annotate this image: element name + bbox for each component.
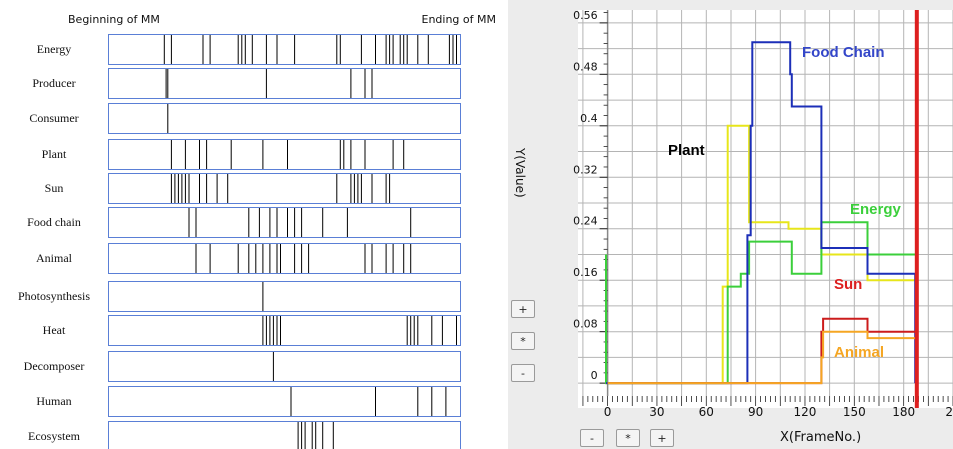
x-tick-label: 0 — [604, 405, 612, 419]
y-reset-button[interactable]: * — [511, 332, 535, 350]
row-label: Human — [36, 394, 71, 408]
row-label: Food chain — [27, 215, 81, 229]
row-track — [109, 422, 461, 449]
row-track — [109, 174, 461, 204]
x-tick-label: 30 — [649, 405, 664, 419]
y-tick-label: 0 — [591, 369, 598, 382]
x-reset-button[interactable]: * — [616, 429, 640, 447]
y-zoom-in-button[interactable]: + — [511, 300, 535, 318]
row-label: Photosynthesis — [18, 289, 90, 303]
row-track — [109, 282, 461, 312]
timeline-panel: Beginning of MM Ending of MM Energy Produce… — [0, 0, 508, 449]
x-tick-label: 180 — [892, 405, 915, 419]
series-label: Sun — [834, 276, 862, 293]
series-label: Food Chain — [802, 44, 885, 61]
header-ending: Ending of MM — [422, 13, 497, 26]
row-label: Decomposer — [24, 359, 85, 373]
row-label: Producer — [32, 76, 75, 90]
x-tick-label: 120 — [794, 405, 817, 419]
row-label: Heat — [43, 323, 66, 337]
x-axis-label: X(FrameNo.) — [780, 430, 861, 445]
y-tick-label: 0.24 — [573, 215, 598, 228]
row-label: Energy — [37, 42, 71, 56]
row-label: Animal — [36, 251, 73, 265]
header-beginning: Beginning of MM — [68, 13, 160, 26]
line-chart-panel: 0 0.08 0.16 0.24 0.32 0.4 0.48 0.56 0 30 60 90 120 15… — [508, 0, 953, 449]
y-tick-label: 0.4 — [580, 112, 598, 125]
row-label: Consumer — [29, 111, 78, 125]
y-tick-label: 0.08 — [573, 318, 598, 331]
x-tick-label: 21 — [945, 405, 953, 419]
series-label: Plant — [668, 142, 705, 159]
row-track — [109, 387, 461, 417]
x-tick-label: 90 — [748, 405, 763, 419]
series-label: Animal — [834, 344, 884, 361]
row-label: Plant — [42, 147, 67, 161]
y-tick-label: 0.16 — [573, 266, 598, 279]
y-zoom-out-button[interactable]: - — [511, 364, 535, 382]
y-axis-label: Y(Value) — [513, 148, 527, 198]
x-zoom-in-button[interactable]: + — [650, 429, 674, 447]
row-track — [109, 104, 461, 134]
y-tick-label: 0.56 — [573, 9, 598, 22]
row-track — [109, 352, 461, 382]
row-label: Sun — [45, 181, 64, 195]
x-tick-label: 60 — [699, 405, 714, 419]
frame-marker — [915, 10, 919, 408]
timeline-chart: Beginning of MM Ending of MM Energy Produce… — [0, 0, 508, 449]
x-zoom-out-button[interactable]: - — [580, 429, 604, 447]
row-track — [109, 140, 461, 170]
row-label: Ecosystem — [28, 429, 81, 443]
row-track — [109, 69, 461, 99]
series-label: Energy — [850, 201, 902, 218]
line-chart: 0 0.08 0.16 0.24 0.32 0.4 0.48 0.56 0 30 60 90 120 15… — [508, 0, 953, 449]
y-tick-label: 0.32 — [573, 163, 598, 176]
y-tick-label: 0.48 — [573, 60, 598, 73]
row-track — [109, 208, 461, 238]
x-tick-label: 150 — [843, 405, 866, 419]
row-track — [109, 244, 461, 274]
